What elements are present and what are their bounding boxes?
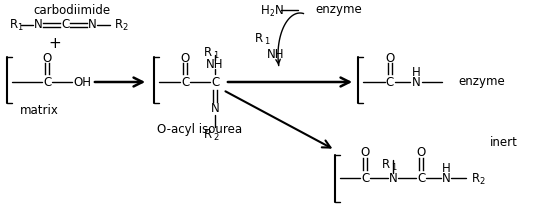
Text: C: C (386, 76, 394, 88)
Text: N: N (275, 4, 284, 17)
Text: C: C (61, 18, 69, 32)
Text: 1: 1 (213, 50, 218, 59)
Text: O: O (385, 51, 395, 64)
Text: 2: 2 (122, 24, 127, 33)
Text: C: C (211, 76, 219, 88)
Text: 2: 2 (213, 133, 218, 142)
Text: C: C (181, 76, 189, 88)
Text: C: C (417, 172, 425, 185)
Text: O: O (417, 146, 425, 159)
Text: 2: 2 (270, 9, 275, 18)
Text: N: N (412, 76, 420, 88)
Text: C: C (43, 76, 51, 88)
Text: N: N (388, 172, 397, 185)
Text: N: N (210, 102, 219, 116)
Text: R: R (204, 127, 212, 140)
Text: matrix: matrix (20, 104, 59, 117)
Text: enzyme: enzyme (315, 4, 362, 17)
Text: H: H (261, 4, 270, 17)
Text: O: O (360, 146, 370, 159)
Text: enzyme: enzyme (458, 76, 505, 88)
Text: 2: 2 (479, 176, 484, 185)
Text: O: O (180, 51, 190, 64)
Text: H: H (441, 161, 450, 175)
Text: N: N (34, 18, 42, 32)
Text: OH: OH (73, 76, 91, 88)
Text: +: + (48, 35, 61, 50)
Text: C: C (361, 172, 369, 185)
Text: NH: NH (267, 49, 284, 62)
Text: O: O (42, 51, 52, 64)
Text: carbodiimide: carbodiimide (34, 4, 111, 17)
Text: R: R (255, 32, 263, 45)
Text: inert: inert (490, 136, 518, 150)
Text: 1: 1 (264, 37, 269, 46)
Text: R: R (10, 18, 18, 32)
Text: R: R (472, 172, 480, 185)
Text: O-acyl isourea: O-acyl isourea (158, 123, 242, 136)
Text: R: R (115, 18, 123, 32)
Text: R: R (204, 46, 212, 59)
Text: 1: 1 (391, 163, 396, 172)
Text: R: R (382, 158, 390, 171)
Text: NH: NH (206, 59, 224, 71)
Text: N: N (441, 172, 450, 185)
Text: N: N (88, 18, 96, 32)
Text: 1: 1 (17, 24, 22, 33)
Text: H: H (412, 66, 420, 79)
